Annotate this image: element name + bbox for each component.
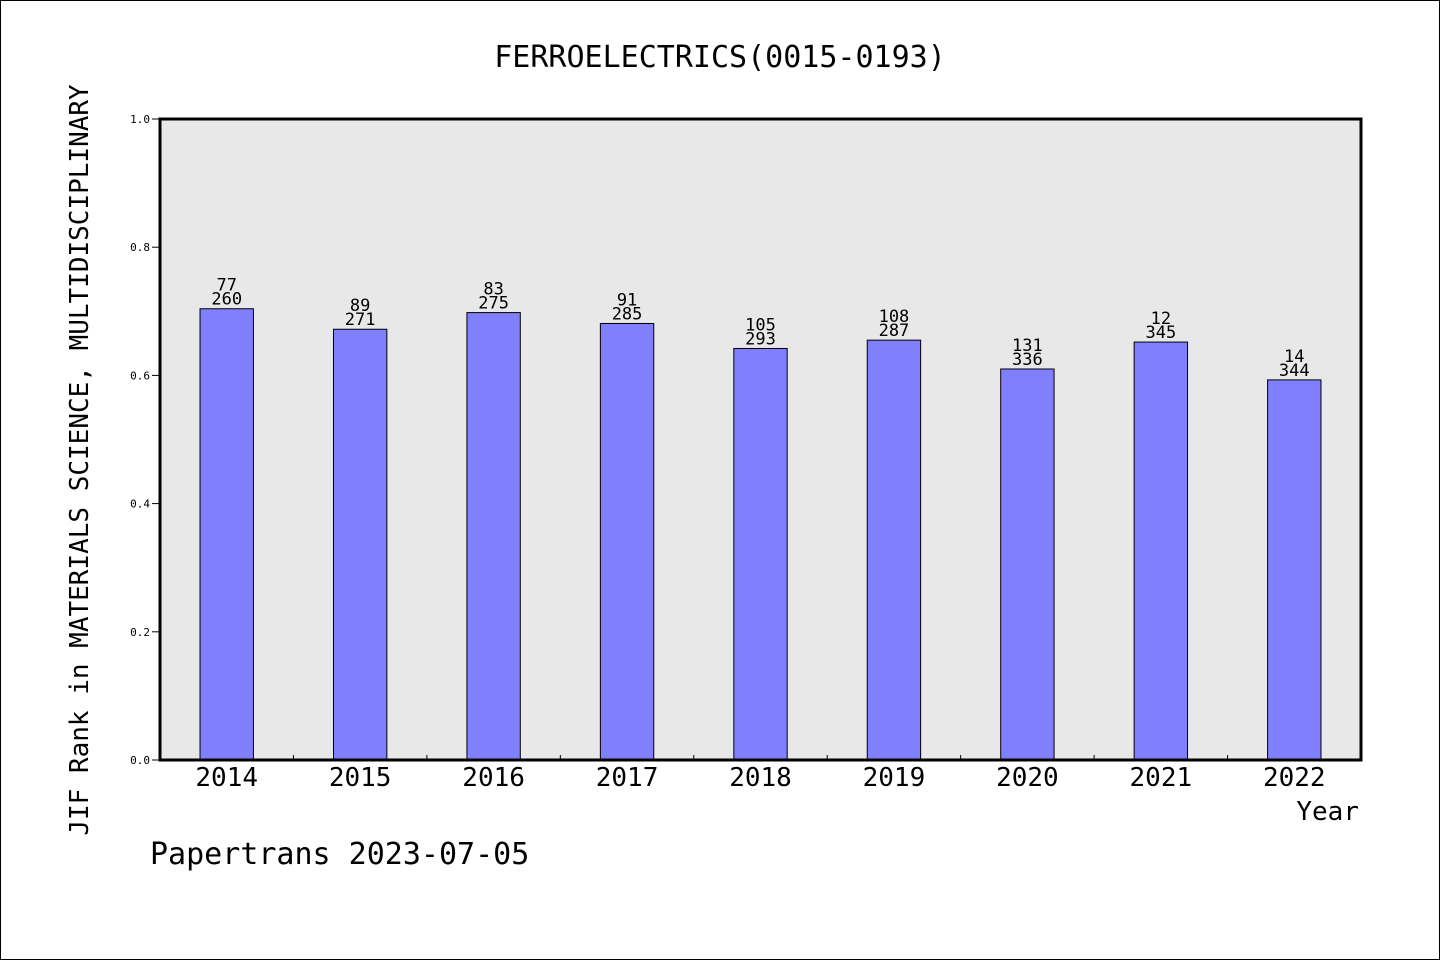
bar-rank-label: 105 (745, 315, 776, 335)
bar-2022 (1267, 379, 1322, 761)
bar-rank-label: 91 (617, 290, 637, 310)
y-axis: 0.0 0.2 0.4 0.6 0.8 1.0 (130, 113, 160, 767)
bar-total-label: 271 (345, 310, 376, 330)
x-tick-label: 2015 (329, 763, 392, 793)
bar-2018 (733, 347, 788, 761)
bar-rank-label: 12 (1151, 309, 1171, 329)
bar-2019 (866, 339, 922, 761)
bar-rank-label: 89 (350, 296, 370, 316)
bar-total-label: 344 (1279, 361, 1310, 381)
y-tick-label: 0.0 (130, 754, 150, 767)
x-tick-label: 2019 (863, 763, 926, 793)
bar-rank-label: 131 (1012, 336, 1043, 356)
bar-2015 (332, 328, 388, 761)
bar-total-label: 345 (1145, 323, 1176, 343)
x-tick-label: 2022 (1263, 763, 1326, 793)
x-axis: 2014 2015 2016 2017 2018 2019 2020 2021 2022 (195, 755, 1326, 793)
y-tick-label: 0.6 (130, 369, 150, 382)
x-tick-label: 2020 (996, 763, 1059, 793)
y-tick-label: 0.4 (130, 498, 150, 511)
bar-2021 (1133, 341, 1189, 761)
plot-frame (158, 117, 1363, 762)
x-tick-label: 2017 (596, 763, 659, 793)
bar-rank-label: 14 (1284, 347, 1304, 367)
bar-2014 (199, 308, 254, 761)
bar-2016 (466, 312, 521, 761)
bar-total-label: 293 (745, 329, 776, 349)
chart-title: FERROELECTRICS(0015-0193) (494, 40, 946, 75)
x-tick-label: 2014 (195, 763, 258, 793)
y-tick-label: 1.0 (130, 113, 150, 126)
footer-text: Papertrans 2023-07-05 (150, 837, 529, 872)
bar-rank-label: 83 (483, 280, 503, 300)
x-tick-label: 2018 (729, 763, 792, 793)
bar-2017 (599, 322, 655, 761)
bar-rank-label: 77 (216, 276, 236, 296)
bar-total-label: 260 (211, 290, 242, 310)
y-axis-label: JIF Rank in MATERIALS SCIENCE, MULTIDISC… (65, 84, 95, 836)
x-axis-label: Year (1296, 797, 1359, 827)
bar-rank-label: 108 (879, 307, 910, 327)
y-tick-label: 0.8 (130, 241, 150, 254)
bar-2020 (1000, 368, 1055, 761)
bar-total-label: 275 (478, 294, 509, 314)
bars (199, 308, 1322, 761)
bar-total-label: 287 (879, 321, 910, 341)
x-tick-label: 2021 (1130, 763, 1193, 793)
y-tick-label: 0.2 (130, 626, 150, 639)
bar-total-label: 336 (1012, 350, 1043, 370)
x-tick-label: 2016 (462, 763, 525, 793)
bar-total-label: 285 (612, 304, 643, 324)
